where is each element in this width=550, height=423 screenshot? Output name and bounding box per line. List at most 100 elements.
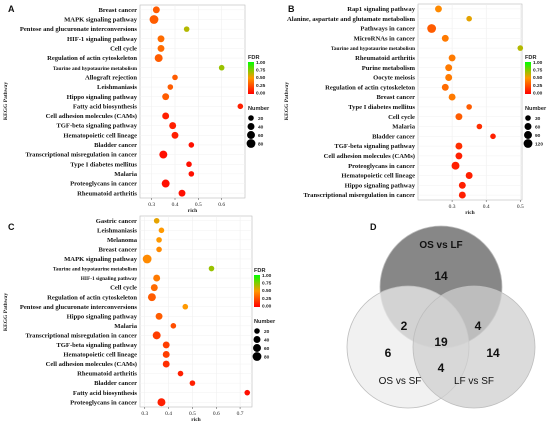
legend-fdr-title: FDR [254,268,266,274]
data-point [188,142,195,148]
category-label: Purine metabolism [362,65,416,72]
category-label: Taurine and hypotaurine metabolism [331,46,416,52]
region-count: 14 [486,346,500,360]
size-legend-dot [524,131,532,139]
region-count: 19 [434,335,448,349]
fdr-tick-label: 0.75 [256,68,266,74]
legend-size-title: Number [254,319,276,325]
size-legend-label: 30 [535,116,541,122]
category-label: Breast cancer [376,94,415,101]
category-label: MAPK signaling pathway [64,17,138,24]
data-point [162,360,170,368]
data-point [152,6,160,14]
plot-area [139,215,253,408]
data-point [466,104,472,110]
panel-d: D OS vs LF OS vs SF LF vs SF 14 2 19 4 6 4 14 [346,222,536,409]
panel-label: B [288,4,295,14]
data-point [154,54,163,63]
size-legend-label: 90 [535,133,541,139]
category-label: Gastric cancer [96,218,137,225]
category-label: Malaria [392,124,415,131]
fdr-colorbar [525,62,531,94]
data-point [169,122,177,130]
category-label: Breast cancer [98,7,137,14]
category-label: Pentose and glucuronate interconversions [20,26,138,33]
category-label: Pentose and glucuronate interconversions [20,304,138,311]
data-point [445,74,453,81]
size-legend-label: 60 [264,346,270,352]
data-point [162,112,170,120]
size-legend-label: 80 [264,355,270,361]
size-legend-dot [252,352,262,361]
size-legend-dot [525,115,531,121]
category-label: Breast cancer [98,247,137,254]
category-label: Cell cycle [110,46,137,53]
x-tick-label: 0.3 [148,202,155,208]
data-point [142,254,152,264]
category-label: Regulation of actin cytoskeleton [325,84,415,91]
x-tick-label: 0.6 [213,411,220,417]
x-tick-label: 0.5 [517,204,524,210]
data-point [244,389,251,396]
plot-area [139,4,246,199]
x-tick-label: 0.6 [218,202,225,208]
panel-label: C [8,222,15,232]
category-label: TGF-beta signaling pathway [56,342,137,349]
category-label: Bladder cancer [94,142,137,149]
category-label: Hippo signaling pathway [67,94,138,101]
category-label: Hematopoietic cell lineage [341,173,415,180]
data-point [434,5,442,13]
category-label: Rheumatoid arthritis [77,190,137,197]
category-label: Bladder cancer [94,380,137,387]
plot-area [417,3,523,201]
category-label: Hippo signaling pathway [67,313,138,320]
data-point [455,113,463,121]
region-count: 14 [434,269,448,283]
category-label: Type I diabetes mellitus [70,161,137,168]
fdr-tick-label: 0.00 [533,90,543,96]
category-label: Transcriptional misregulation in cancer [303,192,415,199]
data-point [156,237,162,243]
category-label: TGF-beta signaling pathway [56,123,137,130]
fdr-tick-label: 0.25 [533,83,543,89]
data-point [490,133,496,140]
fdr-tick-label: 1.00 [256,60,266,66]
data-point [170,323,177,329]
data-point [188,171,195,177]
data-point [167,84,174,90]
fdr-tick-label: 0.50 [533,75,543,81]
data-point [445,64,453,72]
x-tick-label: 0.4 [483,204,490,210]
data-point [208,265,215,272]
category-label: MAPK signaling pathway [64,256,138,263]
panel-label: D [370,222,377,232]
data-point [189,380,196,386]
category-label: Alanine, aspartate and glutamate metabol… [287,16,416,23]
category-label: Bladder cancer [372,133,415,140]
x-tick-label: 0.4 [172,202,179,208]
set-label: LF vs SF [454,376,494,387]
data-point [441,34,449,42]
size-legend-label: 120 [535,142,543,148]
panel-a: A Breast cancer MAPK signaling pathway Pent… [3,4,270,214]
data-point [161,179,170,188]
size-legend-label: 60 [535,125,541,131]
category-label: Proteoglycans in cancer [70,399,137,406]
category-label: Proteoglycans in cancer [348,163,415,170]
fdr-colorbar [254,275,260,307]
size-legend-label: 40 [264,338,270,344]
data-point [237,103,244,110]
data-point [150,284,158,292]
category-label: MicroRNAs in cancer [354,35,415,42]
legend-fdr-title: FDR [248,55,260,61]
category-label: TGF-beta signaling pathway [334,143,415,150]
size-legend-label: 40 [258,125,264,131]
data-point [178,189,186,197]
data-point [427,24,437,33]
data-point [517,45,524,51]
data-point [171,131,179,139]
category-label: Taurine and hypotaurine metabolism [53,267,138,273]
data-point [441,83,449,91]
data-point [177,370,184,377]
